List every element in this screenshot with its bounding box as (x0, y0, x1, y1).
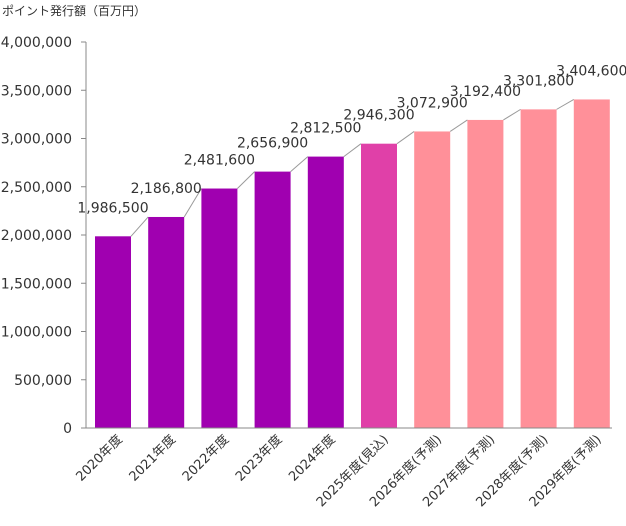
value-label: 1,986,500 (77, 200, 148, 216)
connector-line (343, 143, 362, 157)
value-label: 2,946,300 (343, 108, 414, 124)
y-tick-label: 1,000,000 (1, 325, 72, 341)
bar-6 (361, 143, 397, 428)
y-axis-title: ポイント発行額（百万円） (2, 4, 146, 18)
connector-line (449, 119, 468, 132)
bars (95, 99, 610, 429)
y-tick-label: 3,500,000 (1, 83, 72, 99)
bar-1 (95, 236, 131, 428)
x-tick-label: 2024年度 (286, 432, 339, 485)
y-tick-label: 500,000 (14, 373, 72, 389)
value-label: 3,404,600 (556, 63, 626, 79)
value-labels: 1,986,500 2,186,800 2,481,6002,656,9002,81… (77, 63, 626, 216)
bar-4 (254, 171, 291, 429)
value-label: 2,812,500 (290, 121, 361, 137)
connector-line (290, 156, 309, 172)
value-label: 3,301,800 (503, 73, 574, 89)
value-label: 2,656,900 (237, 136, 308, 152)
y-tick-label: 2,000,000 (1, 228, 72, 244)
value-label: 3,192,400 (450, 84, 521, 100)
connector-line (503, 108, 521, 121)
connector-line (183, 188, 202, 218)
connector-lines (130, 99, 575, 237)
bar-3 (201, 188, 238, 428)
bar-8 (467, 119, 504, 428)
x-tick-label: 2020年度 (73, 432, 126, 485)
value-label: 2,186,800 (131, 181, 202, 197)
x-axis: 2020年度 2021年度 2022年度 2023年度 2024年度2025年度(見込)… (73, 427, 612, 510)
y-tick-label: 1,500,000 (1, 276, 72, 292)
connector-line (237, 171, 255, 189)
value-label: 2,481,600 (184, 153, 255, 169)
x-tick-label: 2021年度 (126, 432, 179, 485)
y-axis: 0 500,000 1,000,000 1,500,000 2,000,000 2,500… (1, 35, 87, 437)
x-tick-label: 2023年度 (232, 432, 285, 485)
bar-10 (573, 99, 610, 428)
bar-7 (414, 131, 451, 428)
bar-2 (148, 216, 185, 428)
connector-line (556, 99, 575, 110)
value-label: 3,072,900 (397, 95, 468, 111)
x-tick-label: 2022年度 (179, 432, 232, 485)
bar-9 (520, 109, 557, 429)
connector-line (130, 216, 149, 237)
bar-5 (307, 156, 344, 428)
y-tick-label: 2,500,000 (1, 180, 72, 196)
y-tick-label: 4,000,000 (1, 35, 72, 51)
y-tick-label: 3,000,000 (1, 132, 72, 148)
connector-line (396, 131, 415, 145)
y-tick-label: 0 (63, 421, 72, 437)
